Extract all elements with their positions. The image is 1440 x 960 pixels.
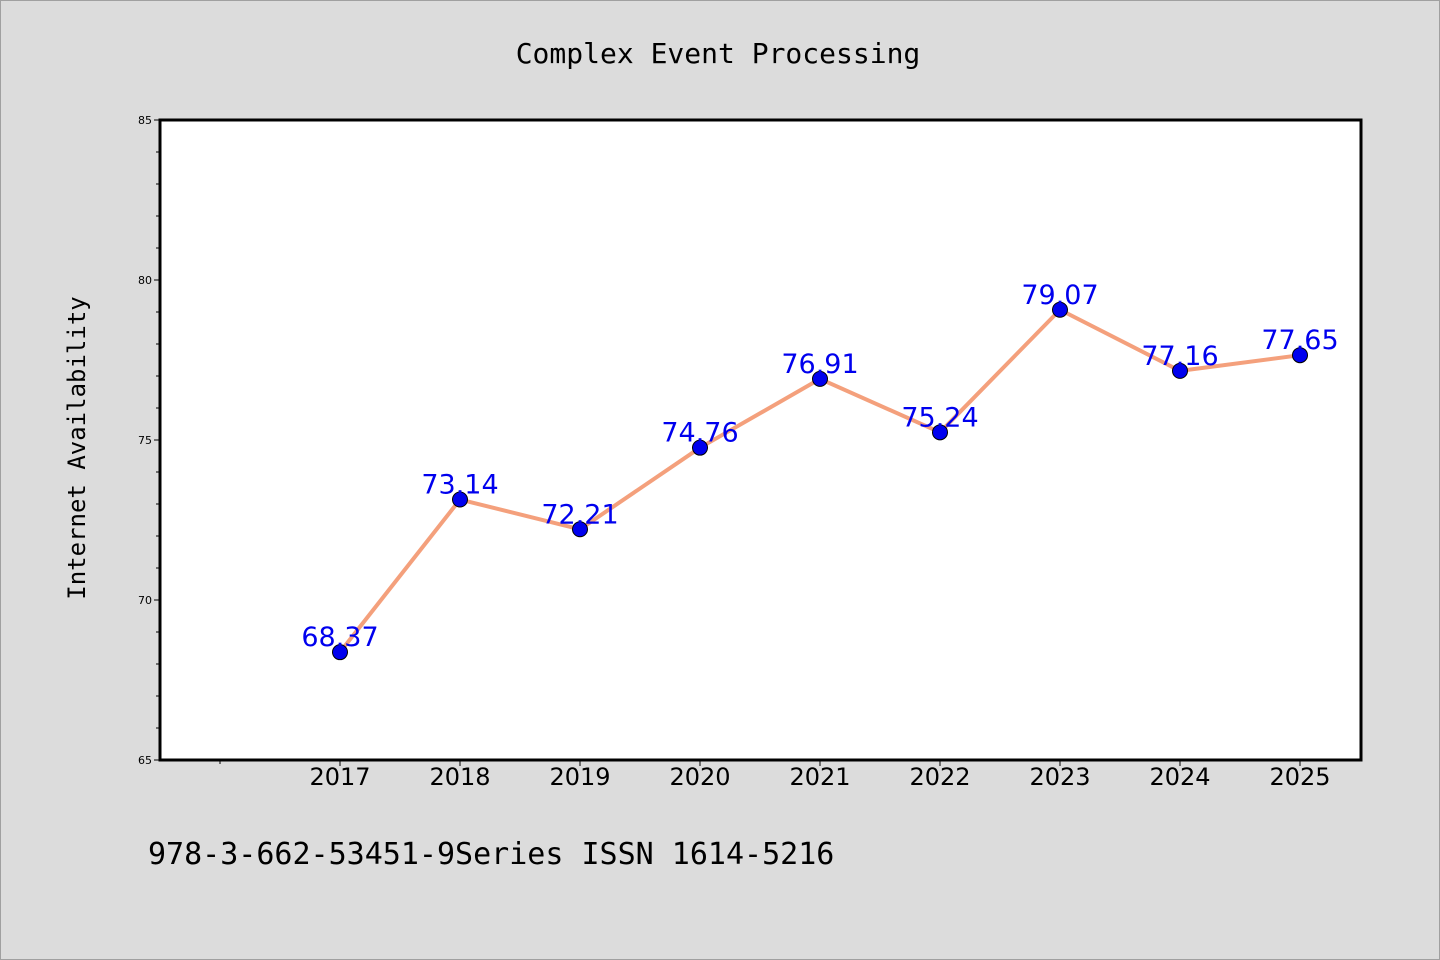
data-point-2017: [332, 644, 348, 661]
data-points: [332, 301, 1308, 661]
y-tick-label: 75: [138, 434, 152, 447]
y-axis: 65 70 75 80 85: [138, 114, 160, 767]
data-point-2024: [1172, 362, 1188, 379]
data-label-2024: 77.16: [1141, 341, 1218, 372]
data-label-2020: 74.76: [661, 418, 738, 449]
footer-text: 978-3-662-53451-9Series ISSN 1614-5216: [148, 837, 834, 872]
y-axis-label: Internet Availability: [63, 296, 91, 599]
data-point-2022: [932, 424, 948, 441]
data-point-2023: [1052, 301, 1068, 318]
data-point-2019: [572, 521, 588, 538]
data-label-2019: 72.21: [541, 499, 618, 530]
data-label-2023: 79.07: [1021, 280, 1098, 311]
data-label-2025: 77.65: [1261, 325, 1338, 356]
data-point-2025: [1292, 347, 1308, 364]
x-tick-label: 2024: [1149, 763, 1210, 791]
x-tick-label: 2020: [669, 763, 730, 791]
y-tick-label: 80: [138, 274, 152, 287]
y-tick-label: 65: [138, 754, 152, 767]
data-label-2018: 73.14: [421, 470, 498, 501]
x-tick-label: 2018: [429, 763, 490, 791]
x-tick-label: 2021: [789, 763, 850, 791]
y-tick-label: 85: [138, 114, 152, 127]
x-tick-label: 2025: [1269, 763, 1330, 791]
y-tick-label: 70: [138, 594, 152, 607]
x-tick-label: 2022: [909, 763, 970, 791]
x-tick-label: 2019: [549, 763, 610, 791]
x-tick-label: 2017: [309, 763, 370, 791]
data-point-2020: [692, 439, 708, 456]
data-label-2022: 75.24: [901, 402, 978, 433]
plot-area: [158, 118, 1363, 762]
x-tick-label: 2023: [1029, 763, 1090, 791]
x-axis: 2017 2018 2019 2020 2021 2022 2023 2024 2025: [219, 760, 1331, 791]
chart-title: Complex Event Processing: [516, 37, 921, 70]
data-label-2021: 76.91: [781, 349, 858, 380]
data-point-2018: [452, 491, 468, 508]
data-point-2021: [812, 370, 828, 387]
data-labels: 68.37 73.14 72.21 74.76 76.91 75.24 79.07 77.16…: [301, 280, 1338, 653]
data-label-2017: 68.37: [301, 622, 378, 653]
